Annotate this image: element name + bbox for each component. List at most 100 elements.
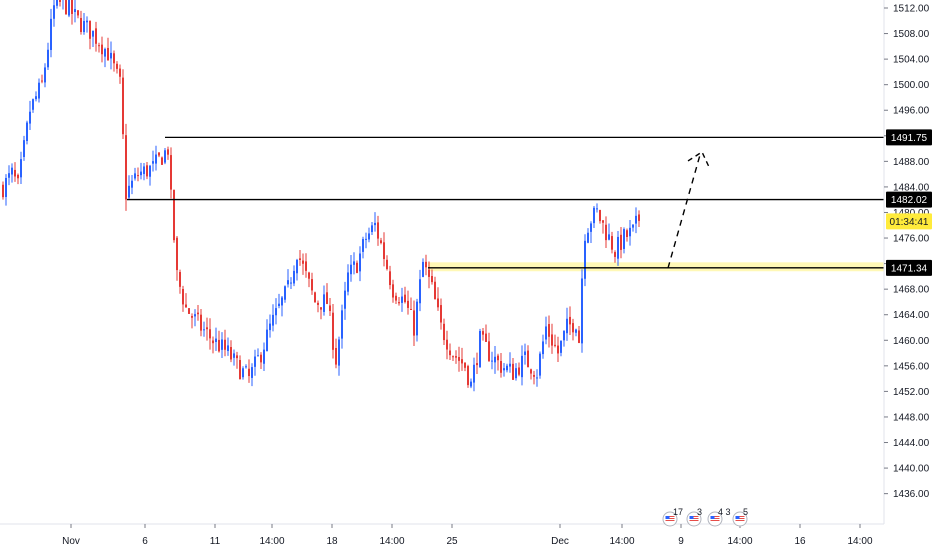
x-tick-label: 14:00 [847, 536, 872, 547]
candle-body [107, 47, 109, 61]
candle-body [401, 296, 403, 303]
candle-body [134, 173, 136, 179]
y-tick-label: 1468.00 [893, 285, 930, 296]
candle-body [320, 307, 322, 310]
candle-body [500, 361, 502, 373]
candle-body [164, 150, 166, 163]
candle-body [218, 339, 220, 352]
economic-events[interactable]: 17 3 4 3 5 [662, 507, 748, 527]
candle-body [116, 63, 118, 69]
candle-body [188, 308, 190, 314]
y-tick-label: 1448.00 [893, 412, 930, 423]
candle-body [632, 224, 634, 228]
candle-body [41, 80, 43, 82]
candle-body [77, 10, 79, 16]
candle-body [290, 282, 292, 284]
x-tick-label: 9 [678, 536, 684, 547]
candle-body [296, 259, 298, 274]
candle-body [377, 222, 379, 239]
candle-body [161, 157, 163, 165]
candle-body [212, 340, 214, 344]
candle-body [470, 381, 472, 387]
event-badge[interactable]: 3 [686, 507, 702, 527]
x-tick-label: 25 [446, 536, 458, 547]
candle-body [434, 281, 436, 300]
candle-body [74, 9, 76, 12]
candle-body [566, 318, 568, 334]
time-axis[interactable] [0, 524, 884, 550]
candle-body [452, 356, 454, 358]
candle-body [344, 290, 346, 309]
candle-body [272, 314, 274, 326]
candle-body [203, 329, 205, 331]
candle-body [236, 355, 238, 359]
projection-arrow [667, 150, 710, 269]
candle-body [101, 44, 103, 55]
candle-body [443, 323, 445, 341]
candle-body [323, 294, 325, 312]
candle-body [554, 344, 556, 346]
candle-body [146, 165, 148, 177]
x-tick-label: 11 [210, 536, 221, 547]
candle-body [440, 305, 442, 323]
candle-body [476, 363, 478, 366]
candle-body [488, 341, 490, 361]
candle-body [245, 366, 247, 368]
event-badge[interactable]: 5 [732, 507, 748, 527]
support-zone [428, 262, 884, 272]
candle-body [68, 0, 70, 16]
level-price-tag-label: 1471.34 [891, 263, 928, 274]
candle-body [119, 68, 121, 77]
candle-body [251, 367, 253, 378]
y-tick-label: 1484.00 [893, 182, 930, 193]
candle-body [11, 167, 13, 175]
y-tick-label: 1444.00 [893, 438, 930, 449]
candle-body [158, 152, 160, 156]
candle-body [572, 323, 574, 333]
candle-body [422, 261, 424, 277]
candle-body [356, 262, 358, 273]
candle-body [560, 340, 562, 353]
candle-body [224, 339, 226, 350]
candle-body [20, 159, 22, 178]
level-price-tag-label: 1491.75 [891, 133, 928, 144]
candle-body [569, 316, 571, 325]
candle-body [227, 345, 229, 351]
support-zone-layer [428, 262, 884, 272]
candle-body [71, 0, 73, 14]
candle-body [530, 369, 532, 374]
x-tick-label: 14:00 [727, 536, 752, 547]
x-tick-label: 16 [794, 536, 806, 547]
candle-body [14, 169, 16, 177]
candle-body [329, 305, 331, 312]
flag-field [665, 516, 675, 522]
candle-body [635, 215, 637, 224]
candle-body [338, 339, 340, 366]
candle-body [491, 360, 493, 362]
candle-body [404, 294, 406, 303]
candle-body [497, 355, 499, 361]
candle-body [464, 362, 466, 368]
candle-body [269, 323, 271, 331]
candle-body [248, 368, 250, 377]
candle-body [431, 276, 433, 283]
candle-body [341, 310, 343, 339]
y-tick-label: 1452.00 [893, 387, 930, 398]
candle-body [392, 284, 394, 298]
candle-body [254, 356, 256, 367]
event-badge[interactable]: 4 3 [707, 507, 731, 527]
candle-body [506, 365, 508, 371]
candle-body [515, 368, 517, 379]
candle-body [287, 280, 289, 285]
y-tick-label: 1508.00 [893, 29, 930, 40]
candle-body [542, 341, 544, 355]
event-badge[interactable]: 17 [662, 507, 683, 527]
candle-body [176, 237, 178, 271]
candle-body [29, 111, 31, 124]
event-count: 3 [697, 507, 702, 517]
candle-body [131, 180, 133, 188]
candle-body [17, 174, 19, 179]
candle-body [638, 214, 640, 221]
candle-body [614, 252, 616, 257]
